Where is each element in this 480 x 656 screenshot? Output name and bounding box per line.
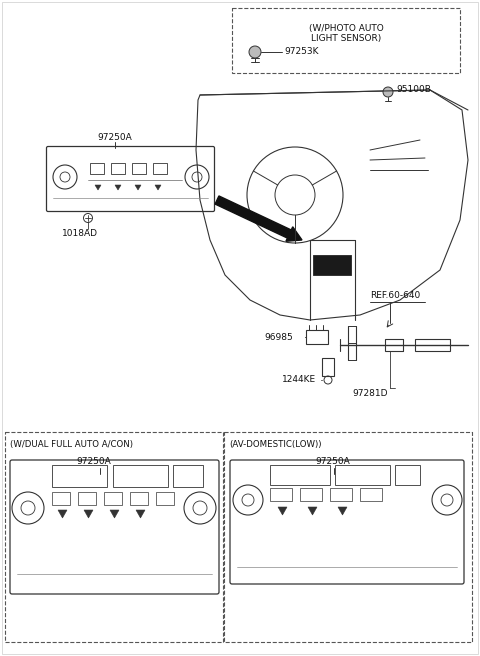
Text: REF.60-640: REF.60-640 bbox=[370, 291, 420, 300]
Polygon shape bbox=[115, 185, 121, 190]
Text: (W/DUAL FULL AUTO A/CON): (W/DUAL FULL AUTO A/CON) bbox=[10, 440, 133, 449]
Polygon shape bbox=[110, 510, 119, 518]
Polygon shape bbox=[338, 507, 347, 515]
Text: 97250A: 97250A bbox=[77, 457, 111, 466]
Bar bbox=[232, 8, 460, 73]
Bar bbox=[300, 488, 322, 501]
Polygon shape bbox=[58, 510, 67, 518]
Bar bbox=[78, 492, 96, 505]
Bar bbox=[360, 488, 382, 501]
Circle shape bbox=[383, 87, 393, 97]
Bar bbox=[104, 492, 122, 505]
Bar bbox=[132, 163, 146, 174]
Bar bbox=[52, 465, 107, 487]
Text: 95100B: 95100B bbox=[396, 85, 431, 94]
Circle shape bbox=[249, 46, 261, 58]
Bar bbox=[306, 330, 328, 344]
FancyArrow shape bbox=[215, 196, 302, 241]
Polygon shape bbox=[95, 185, 101, 190]
Bar bbox=[173, 465, 203, 487]
Bar bbox=[335, 465, 390, 485]
Polygon shape bbox=[84, 510, 93, 518]
Text: 97250A: 97250A bbox=[316, 457, 350, 466]
Bar bbox=[395, 465, 420, 485]
Polygon shape bbox=[308, 507, 317, 515]
Text: 1244KE: 1244KE bbox=[282, 375, 316, 384]
Polygon shape bbox=[136, 510, 145, 518]
Bar bbox=[5, 432, 223, 642]
Bar bbox=[313, 255, 351, 275]
Text: 97281D: 97281D bbox=[352, 388, 388, 398]
Text: (AV-DOMESTIC(LOW)): (AV-DOMESTIC(LOW)) bbox=[229, 440, 322, 449]
Bar bbox=[224, 432, 472, 642]
Bar bbox=[385, 339, 403, 351]
Bar bbox=[415, 339, 450, 351]
Polygon shape bbox=[135, 185, 141, 190]
Bar bbox=[90, 163, 104, 174]
Bar bbox=[270, 488, 292, 501]
Bar bbox=[156, 492, 174, 505]
Bar bbox=[52, 492, 70, 505]
Bar bbox=[270, 465, 330, 485]
Text: 1018AD: 1018AD bbox=[62, 230, 98, 239]
Text: 96985: 96985 bbox=[264, 333, 293, 342]
Bar bbox=[322, 358, 334, 376]
Bar bbox=[330, 488, 352, 501]
Text: 97253K: 97253K bbox=[284, 47, 319, 56]
Bar bbox=[153, 163, 167, 174]
Bar bbox=[130, 492, 148, 505]
Text: 97250A: 97250A bbox=[97, 134, 132, 142]
Bar bbox=[111, 163, 125, 174]
Polygon shape bbox=[155, 185, 161, 190]
Bar bbox=[113, 465, 168, 487]
Polygon shape bbox=[278, 507, 287, 515]
Text: (W/PHOTO AUTO
LIGHT SENSOR): (W/PHOTO AUTO LIGHT SENSOR) bbox=[309, 24, 384, 43]
